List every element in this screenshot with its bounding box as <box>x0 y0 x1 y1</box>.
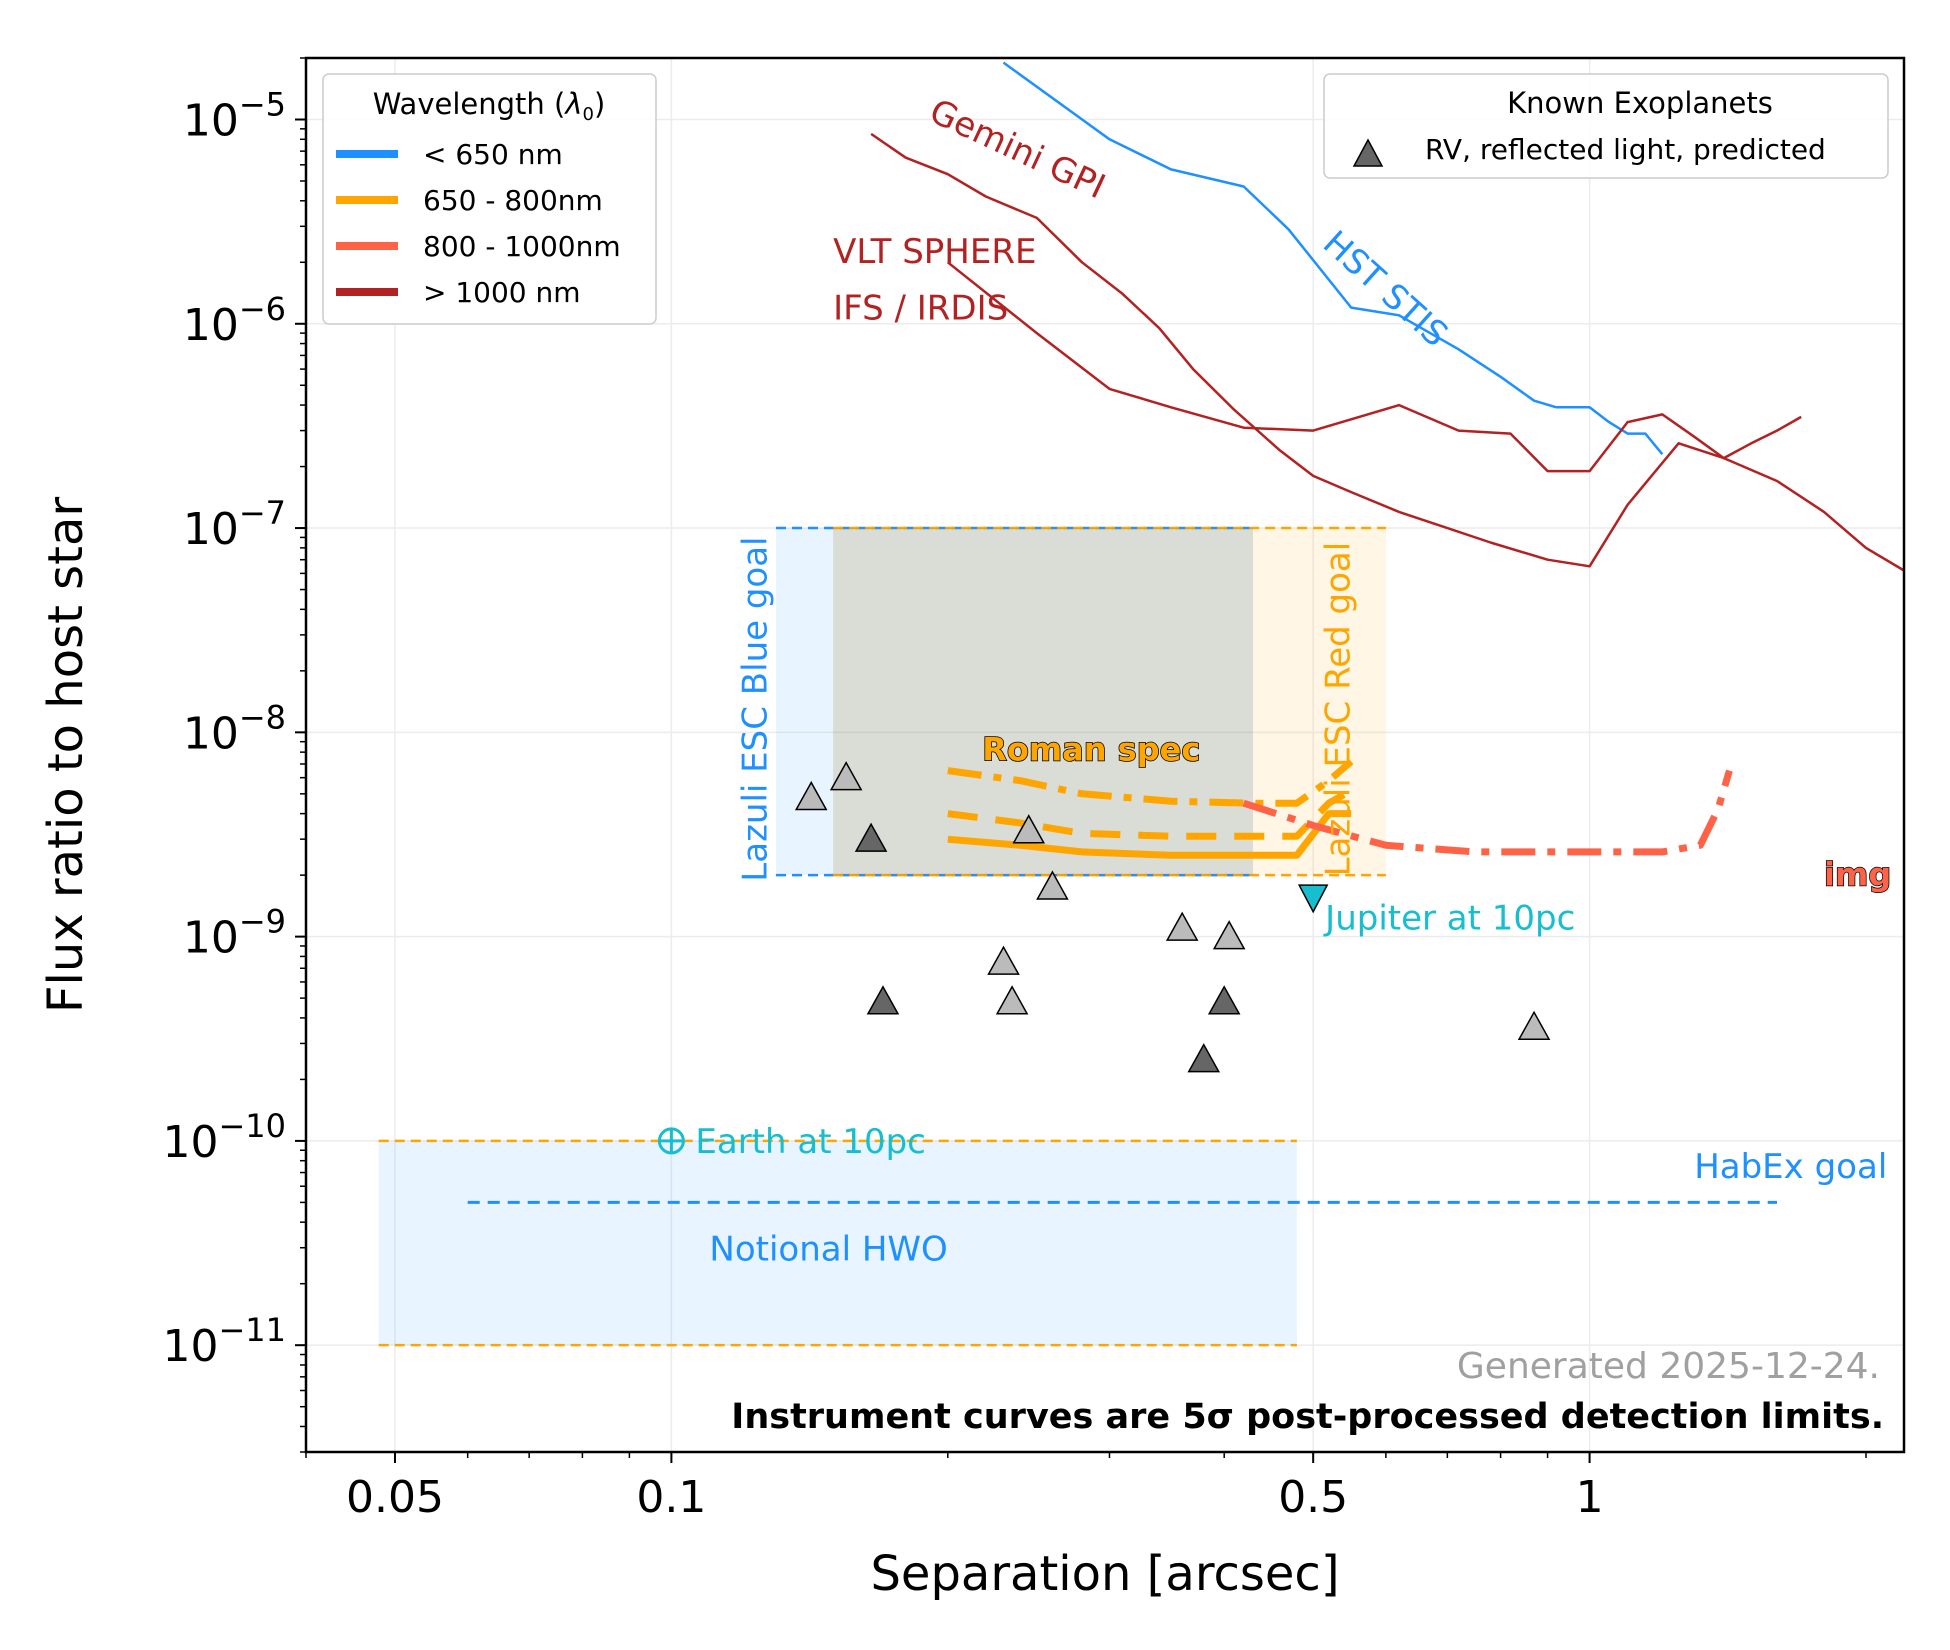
y-axis-title: Flux ratio to host star <box>38 497 94 1014</box>
annotation-roman-spec: Roman spec <box>982 730 1200 768</box>
exoplanet-marker <box>995 985 1029 1015</box>
curve-roman-spec-2 <box>947 787 1353 840</box>
x-tick-label: 0.5 <box>1278 1472 1348 1523</box>
region-hwo <box>378 1140 1297 1346</box>
exoplanet-legend-entry: RV, reflected light, predicted <box>1425 133 1826 166</box>
curve-roman-spec-3 <box>947 758 1354 807</box>
legend-label: > 1000 nm <box>423 276 581 309</box>
y-tick-label: 10−10 <box>162 1107 286 1168</box>
wavelength-legend-title: Wavelength (λ0) <box>373 87 606 125</box>
exoplanet-marker <box>829 761 863 791</box>
x-tick-label: 0.05 <box>346 1472 444 1523</box>
exoplanet-legend-frame <box>1323 73 1889 179</box>
annotation-roman-img: img <box>1824 856 1891 894</box>
x-tick-label: 1 <box>1576 1472 1604 1523</box>
y-tick-label: 10−8 <box>183 698 286 759</box>
exoplanet-marker <box>1187 1043 1221 1073</box>
detection-limit-caption: Instrument curves are 5σ post-processed … <box>731 1397 1884 1437</box>
exoplanet-marker <box>854 822 888 852</box>
reference-planets: Jupiter at 10pc Earth at 10pc <box>657 884 1575 1162</box>
y-tick-label: 10−7 <box>183 494 286 555</box>
plot-frame <box>304 56 1906 1454</box>
wavelength-legend-frame <box>322 73 657 325</box>
wavelength-legend: Wavelength (λ0) < 650 nm 650 - 800nm 800 -… <box>322 73 657 325</box>
exoplanet-marker <box>794 780 828 811</box>
wavelength-legend-items: < 650 nm 650 - 800nm 800 - 1000nm > 1000 nm <box>336 138 621 309</box>
annotation-vlt-sphere: VLT SPHERE <box>833 232 1036 272</box>
curve-hst-stis <box>1002 61 1664 455</box>
exoplanet-legend-title: Known Exoplanets <box>1507 86 1773 120</box>
region-lazuli-overlap <box>833 528 1254 876</box>
y-tick-label: 10−5 <box>183 85 286 146</box>
exoplanet-legend: Known Exoplanets RV, reflected light, pr… <box>1323 73 1889 179</box>
exoplanet-marker <box>1012 814 1045 844</box>
curve-roman-img <box>1242 769 1733 856</box>
earth-label: Earth at 10pc <box>695 1122 926 1162</box>
legend-label: < 650 nm <box>423 138 563 171</box>
curve-vlt-sphere-ifs-irdis <box>947 261 1802 473</box>
exoplanet-marker <box>1212 920 1246 950</box>
exoplanet-marker <box>866 985 900 1015</box>
instrument-curves <box>467 61 1905 1204</box>
annotation-notional-hwo: Notional HWO <box>709 1229 947 1269</box>
region-lazuli-blue <box>776 528 1254 876</box>
legend-label: 800 - 1000nm <box>423 230 621 263</box>
exoplanet-marker <box>1517 1010 1551 1041</box>
known-exoplanets <box>794 761 1551 1073</box>
legend-label: 650 - 800nm <box>423 184 603 217</box>
exoplanet-legend-marker <box>1352 138 1384 167</box>
y-tick-label: 10−6 <box>183 290 286 351</box>
y-tick-label: 10−9 <box>183 903 286 964</box>
goal-regions <box>378 526 1386 1347</box>
y-tick-label: 10−11 <box>162 1311 286 1372</box>
annotation-lazuli-blue-goal: Lazuli ESC Blue goal <box>736 536 776 881</box>
exoplanet-marker <box>1036 870 1069 900</box>
x-tick-label: 0.1 <box>636 1472 706 1523</box>
generated-note: Generated 2025-12-24. <box>1457 1346 1880 1387</box>
exoplanet-marker <box>987 945 1020 975</box>
jupiter-label: Jupiter at 10pc <box>1323 899 1575 939</box>
exoplanet-marker <box>1207 985 1241 1015</box>
x-axis-title: Separation [arcsec] <box>870 1546 1339 1602</box>
axis-ticks: 0.05 0.1 0.5 1 10−5 10−6 10−7 10−8 10−9 10−10 10−1… <box>162 57 1867 1523</box>
annotation-habex-goal: HabEx goal <box>1694 1147 1887 1187</box>
exoplanet-marker <box>1165 911 1199 941</box>
annotation-lazuli-red-goal: Lazuli ESC Red goal <box>1319 542 1359 877</box>
jupiter-marker <box>1297 884 1329 914</box>
annotation-ifs-irdis: IFS / IRDIS <box>833 288 1008 328</box>
curve-roman-spec-1 <box>947 810 1352 859</box>
